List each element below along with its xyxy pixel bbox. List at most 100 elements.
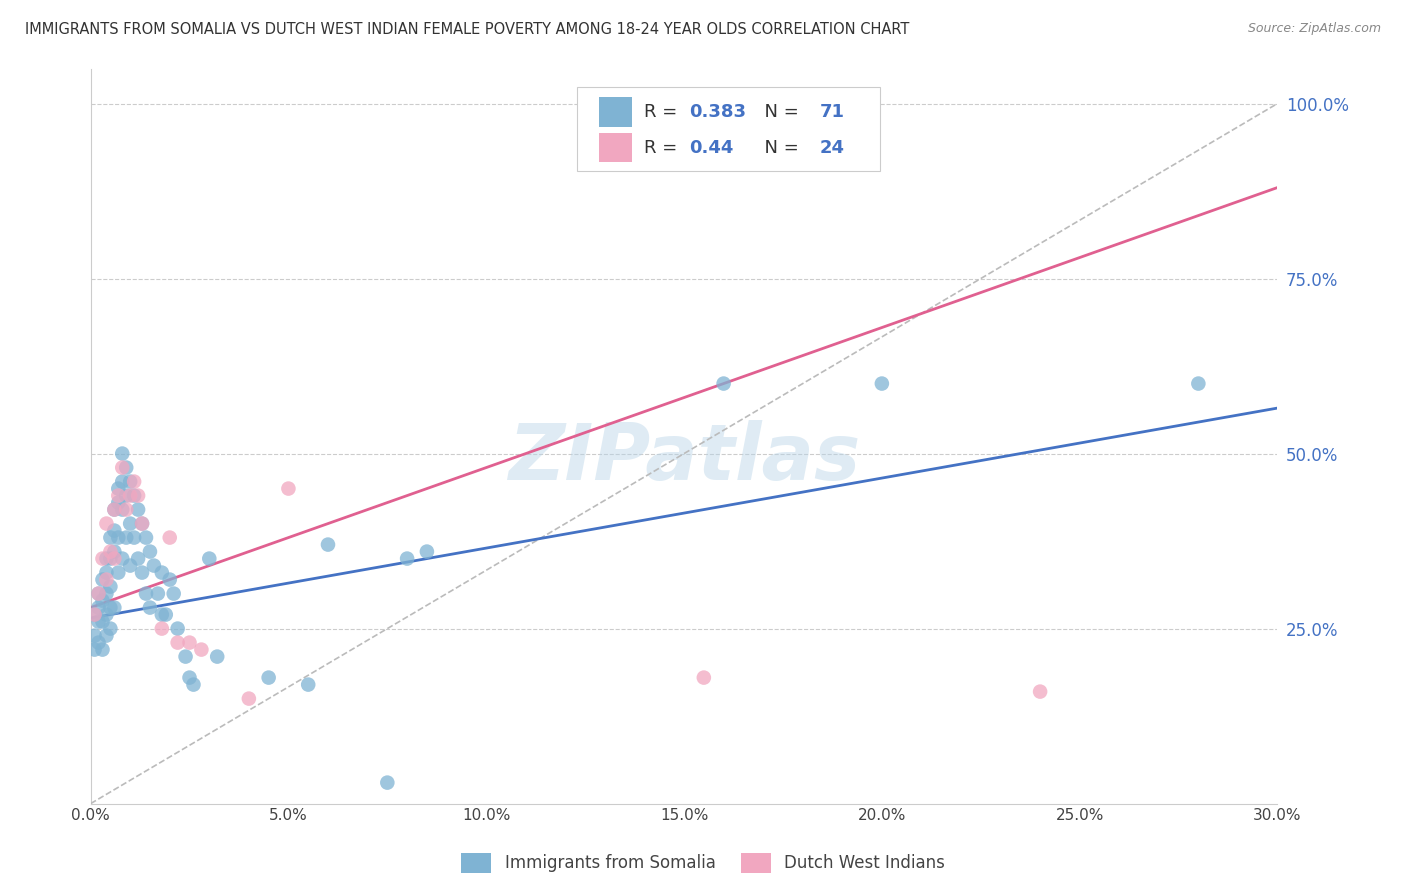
Point	[1187, 376, 1209, 391]
Point	[179, 671, 201, 685]
Text: 24: 24	[820, 138, 845, 157]
Point	[83, 607, 105, 622]
Point	[103, 502, 125, 516]
Point	[100, 600, 122, 615]
Point	[198, 551, 221, 566]
Point	[91, 573, 114, 587]
Point	[693, 671, 716, 685]
Point	[159, 573, 181, 587]
Point	[83, 607, 105, 622]
Point	[115, 502, 138, 516]
Point	[142, 558, 165, 573]
Point	[120, 516, 142, 531]
Point	[100, 580, 122, 594]
Point	[107, 489, 129, 503]
Point	[277, 482, 299, 496]
Point	[100, 531, 122, 545]
Point	[107, 482, 129, 496]
Point	[205, 649, 228, 664]
Text: R =: R =	[644, 138, 683, 157]
Point	[297, 677, 319, 691]
Point	[120, 558, 142, 573]
Text: ZIPatlas: ZIPatlas	[508, 420, 860, 496]
Point	[96, 573, 118, 587]
Point	[83, 642, 105, 657]
Point	[122, 531, 145, 545]
Point	[122, 475, 145, 489]
Point	[163, 586, 186, 600]
Point	[120, 489, 142, 503]
Point	[190, 642, 212, 657]
Point	[135, 586, 157, 600]
Point	[107, 566, 129, 580]
Point	[103, 551, 125, 566]
Point	[870, 376, 893, 391]
Point	[91, 615, 114, 629]
Point	[107, 531, 129, 545]
Point	[127, 551, 149, 566]
Point	[375, 775, 398, 789]
Point	[96, 566, 118, 580]
Point	[1029, 684, 1052, 698]
Text: Source: ZipAtlas.com: Source: ZipAtlas.com	[1247, 22, 1381, 36]
Point	[150, 622, 173, 636]
Point	[183, 677, 205, 691]
Point	[238, 691, 260, 706]
Point	[155, 607, 177, 622]
Point	[257, 671, 280, 685]
Point	[103, 524, 125, 538]
Point	[122, 489, 145, 503]
FancyBboxPatch shape	[599, 133, 631, 162]
Point	[111, 460, 134, 475]
Point	[131, 566, 153, 580]
FancyBboxPatch shape	[599, 97, 631, 127]
Point	[127, 489, 149, 503]
Point	[396, 551, 419, 566]
Point	[416, 544, 439, 558]
Point	[159, 531, 181, 545]
Text: N =: N =	[752, 138, 804, 157]
Point	[316, 538, 339, 552]
Point	[139, 544, 162, 558]
Point	[100, 622, 122, 636]
Point	[120, 475, 142, 489]
Point	[91, 551, 114, 566]
Point	[131, 516, 153, 531]
Point	[107, 495, 129, 509]
Point	[166, 635, 188, 649]
Point	[103, 544, 125, 558]
Text: 71: 71	[820, 103, 845, 121]
Point	[91, 593, 114, 607]
Legend: Immigrants from Somalia, Dutch West Indians: Immigrants from Somalia, Dutch West Indi…	[454, 847, 952, 880]
Point	[150, 607, 173, 622]
Text: 0.383: 0.383	[689, 103, 745, 121]
Point	[103, 600, 125, 615]
Text: R =: R =	[644, 103, 683, 121]
Point	[166, 622, 188, 636]
Point	[96, 516, 118, 531]
FancyBboxPatch shape	[578, 87, 880, 171]
Point	[115, 531, 138, 545]
Point	[96, 629, 118, 643]
Point	[96, 586, 118, 600]
Point	[131, 516, 153, 531]
Point	[96, 607, 118, 622]
Point	[83, 629, 105, 643]
Point	[111, 502, 134, 516]
Point	[87, 586, 110, 600]
Point	[100, 544, 122, 558]
Point	[111, 446, 134, 460]
Point	[139, 600, 162, 615]
Point	[115, 489, 138, 503]
Point	[135, 531, 157, 545]
Point	[115, 460, 138, 475]
Point	[146, 586, 169, 600]
Text: IMMIGRANTS FROM SOMALIA VS DUTCH WEST INDIAN FEMALE POVERTY AMONG 18-24 YEAR OLD: IMMIGRANTS FROM SOMALIA VS DUTCH WEST IN…	[25, 22, 910, 37]
Text: 0.44: 0.44	[689, 138, 733, 157]
Point	[87, 586, 110, 600]
Point	[103, 502, 125, 516]
Point	[87, 615, 110, 629]
Point	[150, 566, 173, 580]
Point	[111, 475, 134, 489]
Point	[111, 551, 134, 566]
